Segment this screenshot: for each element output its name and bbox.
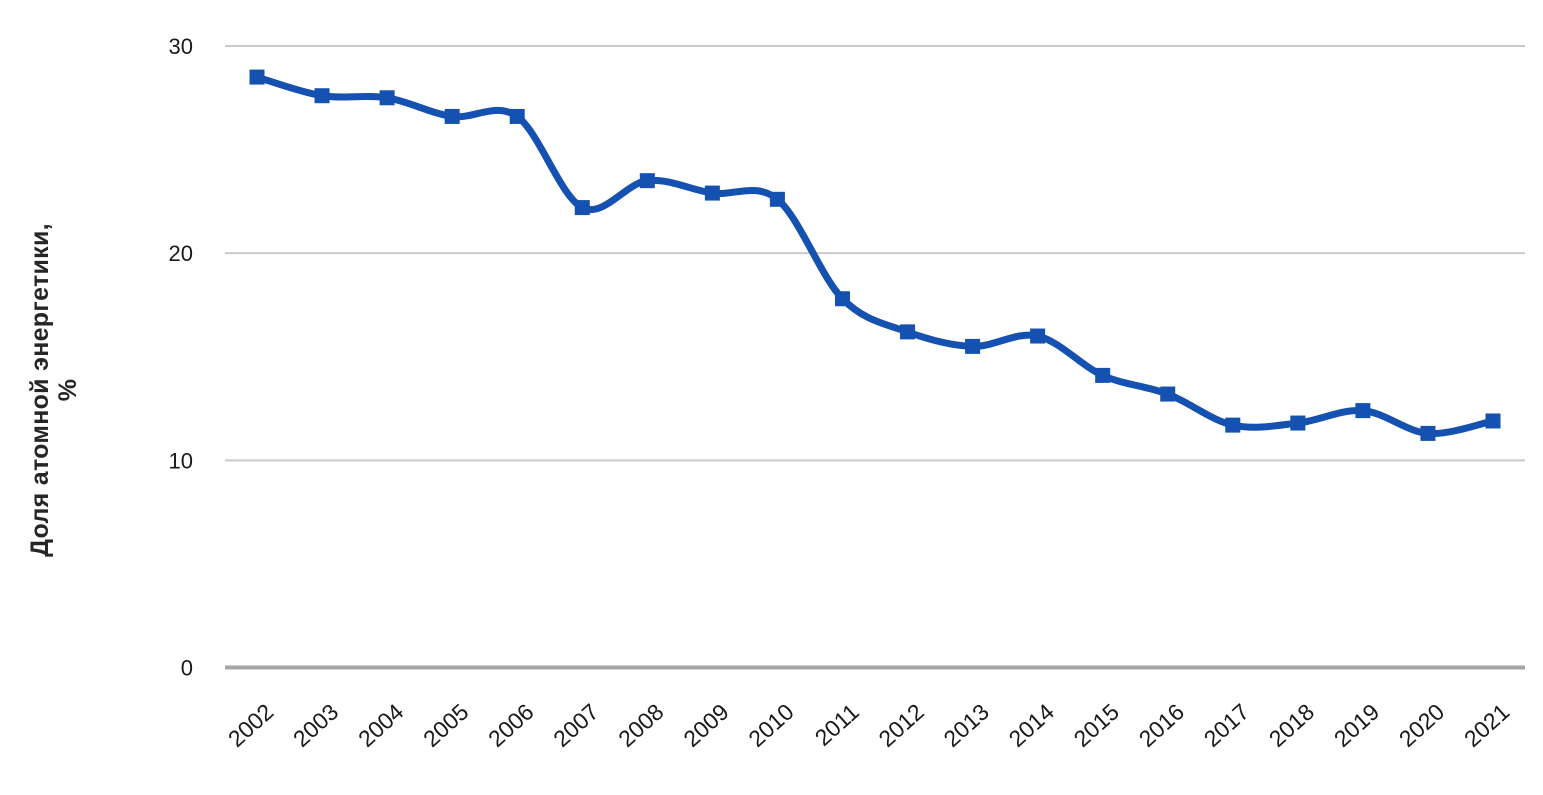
x-axis-label-2013: 2013 <box>938 698 993 752</box>
x-axis-label-2002: 2002 <box>223 698 278 752</box>
x-axis-label-2005: 2005 <box>418 698 473 752</box>
x-axis-label-2012: 2012 <box>873 698 928 752</box>
data-point-2003 <box>314 88 330 104</box>
data-point-2010 <box>769 191 785 207</box>
data-point-2020 <box>1420 425 1436 441</box>
x-axis-label-2006: 2006 <box>483 698 538 752</box>
data-point-2021 <box>1485 413 1501 429</box>
x-axis-label-2007: 2007 <box>548 698 603 752</box>
x-axis-label-2014: 2014 <box>1004 698 1060 752</box>
x-axis-label-2015: 2015 <box>1069 698 1124 752</box>
x-axis-label-2010: 2010 <box>743 698 798 752</box>
x-axis-label-2016: 2016 <box>1134 698 1189 752</box>
x-axis-label-2019: 2019 <box>1329 698 1384 752</box>
y-axis-tick-10: 10 <box>169 448 193 473</box>
x-axis-label-2018: 2018 <box>1264 698 1319 752</box>
data-point-2015 <box>1095 367 1111 383</box>
x-axis-label-2003: 2003 <box>288 698 343 752</box>
x-axis-label-2008: 2008 <box>613 698 668 752</box>
x-axis-label-2020: 2020 <box>1394 698 1449 752</box>
data-point-2014 <box>1030 328 1046 344</box>
x-axis-label-2017: 2017 <box>1199 698 1254 752</box>
data-point-2009 <box>704 185 720 201</box>
data-point-2002 <box>249 69 265 85</box>
data-point-2013 <box>965 338 981 354</box>
x-axis-label-2011: 2011 <box>810 698 864 750</box>
data-point-2016 <box>1160 386 1176 402</box>
data-point-2005 <box>444 108 460 124</box>
x-axis-label-2021: 2021 <box>1459 698 1514 752</box>
data-point-2012 <box>900 324 916 340</box>
data-point-2019 <box>1355 403 1371 419</box>
y-axis-tick-0: 0 <box>181 656 193 681</box>
data-point-2017 <box>1225 417 1241 433</box>
x-axis-label-2009: 2009 <box>678 698 733 752</box>
data-point-2007 <box>574 200 590 216</box>
data-point-2008 <box>639 173 655 189</box>
data-series-line <box>253 73 1497 437</box>
y-axis-tick-20: 20 <box>169 241 193 266</box>
data-point-2004 <box>379 90 395 106</box>
data-point-2018 <box>1290 415 1306 431</box>
data-point-2011 <box>834 291 850 307</box>
x-axis-label-2004: 2004 <box>353 698 409 752</box>
y-axis-tick-30: 30 <box>169 34 193 59</box>
data-point-2006 <box>509 108 525 124</box>
